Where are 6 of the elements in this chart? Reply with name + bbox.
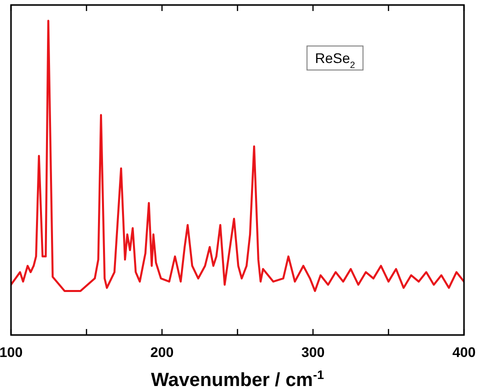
x-axis-title: Wavenumber / cm$^{-1}$ xyxy=(151,368,324,391)
annotation: ReSe$_{2}$ xyxy=(314,50,356,70)
x-tick-label: 200 xyxy=(150,344,174,360)
x-tick-label: 400 xyxy=(452,344,476,360)
x-tick-label: 300 xyxy=(301,344,325,360)
x-tick-label: 100 xyxy=(0,344,23,360)
